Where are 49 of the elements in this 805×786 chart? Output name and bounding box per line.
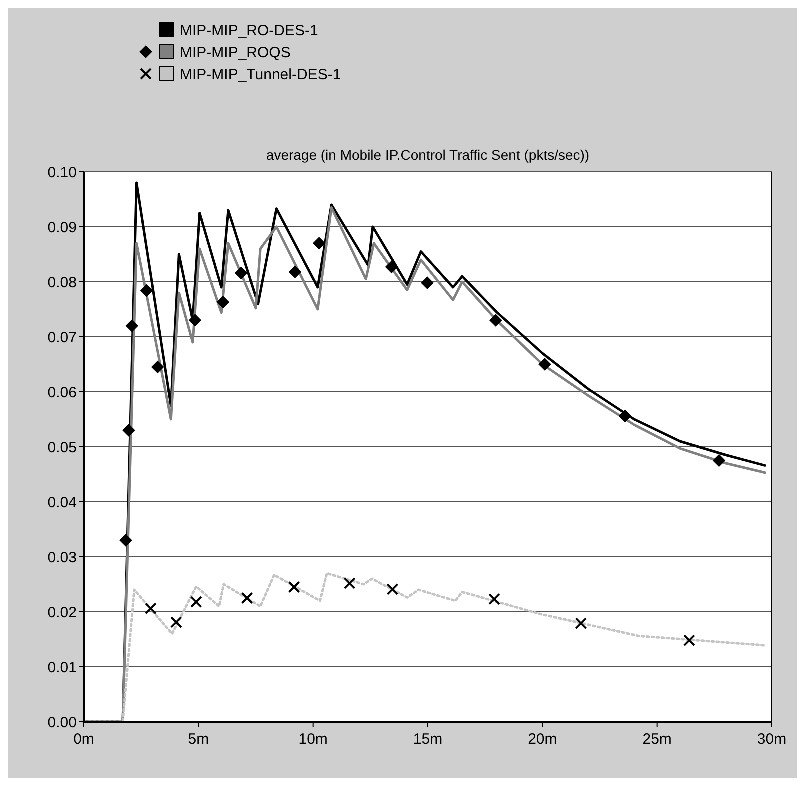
- x-tick-label: 20m: [528, 731, 558, 748]
- point: [288, 581, 300, 594]
- y-tick-label: 0.08: [48, 274, 77, 292]
- point: [619, 410, 632, 422]
- chart-title: average (in Mobile IP.Control Traffic Sent (pkts/sec)): [266, 147, 590, 163]
- x-tick-label: 25m: [642, 731, 672, 748]
- point: [683, 634, 696, 647]
- point: [241, 592, 254, 604]
- point: [488, 593, 501, 606]
- point: [386, 583, 399, 596]
- x-tick-label: 10m: [298, 731, 328, 748]
- point: [235, 267, 248, 280]
- y-tick-label: 0.01: [48, 659, 77, 676]
- point: [152, 361, 164, 374]
- legend-label: MIP-MIP_ROQS: [180, 44, 291, 62]
- point: [289, 266, 302, 278]
- y-tick-label: 0.00: [48, 714, 77, 732]
- point: [422, 277, 434, 290]
- point: [217, 296, 230, 308]
- legend-label: MIP-MIP_RO-DES-1: [180, 22, 318, 40]
- y-tick-label: 0.09: [48, 219, 77, 236]
- point: [144, 602, 157, 615]
- y-tick-label: 0.06: [48, 384, 77, 402]
- y-tick-label: 0.04: [48, 494, 77, 512]
- point: [313, 238, 326, 250]
- point: [126, 320, 138, 332]
- point: [190, 596, 202, 608]
- point: [344, 577, 356, 590]
- x-tick-label: 30m: [757, 731, 787, 748]
- x-tick-label: 15m: [413, 731, 443, 748]
- y-tick-label: 0.02: [48, 604, 77, 622]
- y-tick-label: 0.07: [48, 329, 77, 346]
- point: [189, 314, 202, 326]
- point: [386, 261, 398, 274]
- point: [140, 284, 153, 297]
- point: [490, 314, 502, 326]
- y-tick-label: 0.10: [48, 164, 77, 182]
- y-tick-label: 0.03: [48, 549, 77, 566]
- point: [575, 618, 588, 630]
- legend-label: MIP-MIP_Tunnel-DES-1: [180, 66, 342, 84]
- x-tick-label: 0m: [74, 731, 94, 748]
- point: [538, 358, 551, 370]
- point: [122, 424, 135, 436]
- point: [713, 454, 726, 467]
- point: [170, 616, 182, 628]
- x-tick-label: 5m: [188, 731, 210, 748]
- point: [120, 534, 132, 546]
- line-series: [82, 572, 766, 724]
- y-tick-label: 0.05: [48, 439, 77, 456]
